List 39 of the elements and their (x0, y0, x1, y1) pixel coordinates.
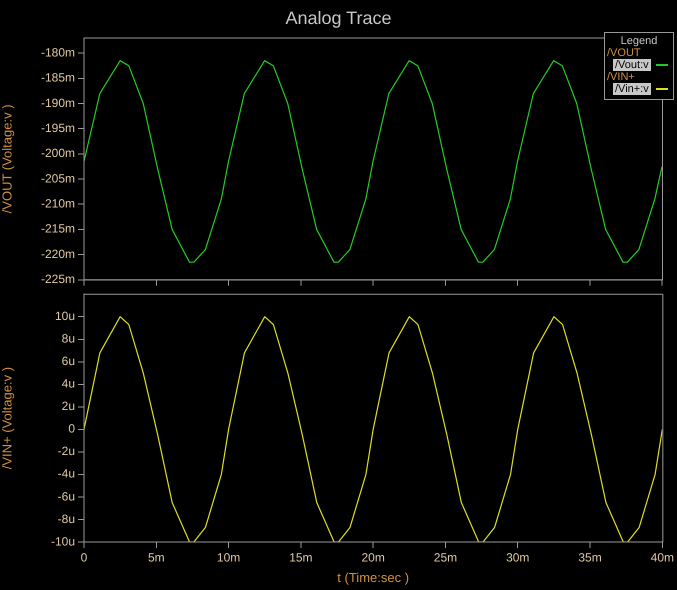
y-tick-label: 4u (62, 376, 75, 391)
chart-title: Analog Trace (284, 8, 393, 29)
y-tick-label: -4u (58, 466, 75, 481)
legend-title: /VIN+ (606, 71, 636, 83)
y-tick-label: 0 (68, 422, 76, 436)
y-tick-label: -205m (40, 171, 75, 186)
annotation: Legend (620, 35, 658, 47)
y-tick-label: -6u (58, 489, 75, 504)
y-axis-title: /VIN+ (Voltage:v ) (0, 366, 14, 470)
y-tick-label: -2u (58, 444, 75, 458)
y-tick-label: 10u (54, 309, 75, 324)
y-axis-title: /VOUT (Voltage:v ) (0, 104, 14, 214)
y-tick-label: -220m (40, 246, 75, 261)
y-tick-label: -215m (40, 222, 75, 236)
y-tick-label: 6u (62, 354, 75, 368)
y-tick-label: -180m (40, 45, 75, 60)
y-tick-label: 2u (62, 399, 75, 414)
y-tick-label: -8u (58, 512, 75, 526)
legend-label: /Vout:v (613, 59, 651, 71)
x-tick-label: 40m (650, 550, 674, 565)
x-tick-label: 5m (148, 550, 165, 565)
y-tick-label: -210m (40, 196, 75, 211)
x-axis-title: t (Time:sec ) (337, 570, 410, 585)
x-tick-label: 20m (361, 550, 385, 565)
y-tick-label: -190m (40, 96, 75, 110)
y-tick-label: -195m (40, 120, 75, 135)
x-tick-label: 15m (289, 550, 313, 565)
x-tick-label: 25m (434, 550, 458, 565)
x-tick-label: 30m (506, 550, 530, 565)
legend-title: /VOUT (606, 47, 642, 59)
y-tick-label: -185m (40, 70, 75, 85)
x-tick-label: 35m (578, 550, 602, 565)
y-tick-label: -200m (40, 146, 75, 160)
x-tick-label: 0 (80, 550, 88, 565)
y-tick-label: -225m (40, 272, 75, 286)
y-tick-label: -10u (50, 534, 75, 548)
legend-label: /Vin+:v (613, 83, 651, 95)
x-tick-label: 10m (216, 550, 240, 565)
y-tick-label: 8u (62, 332, 75, 346)
